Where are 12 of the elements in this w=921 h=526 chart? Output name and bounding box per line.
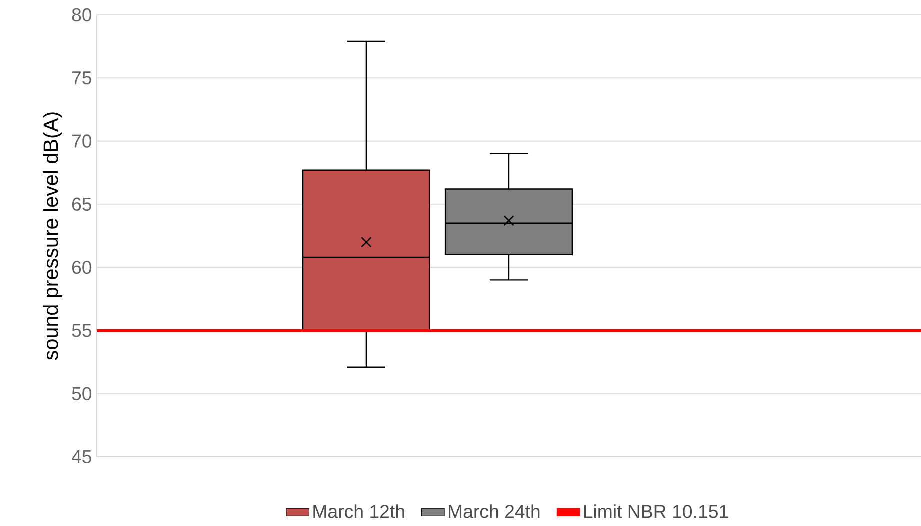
legend-label: Limit NBR 10.151: [584, 504, 728, 518]
legend-label: March 12th: [314, 504, 404, 518]
y-tick-label: 65: [72, 198, 92, 212]
legend-label: March 24th: [449, 504, 540, 518]
y-tick-label: 80: [72, 8, 92, 22]
y-tick-label: 75: [72, 72, 92, 85]
y-tick-label: 60: [72, 260, 92, 274]
y-tick-label: 45: [72, 450, 92, 464]
y-tick-label: 50: [72, 387, 92, 400]
y-tick-label: 70: [72, 134, 92, 148]
y-axis-title: sound pressure level dB(A): [43, 112, 62, 360]
y-tick-label: 55: [72, 324, 92, 338]
